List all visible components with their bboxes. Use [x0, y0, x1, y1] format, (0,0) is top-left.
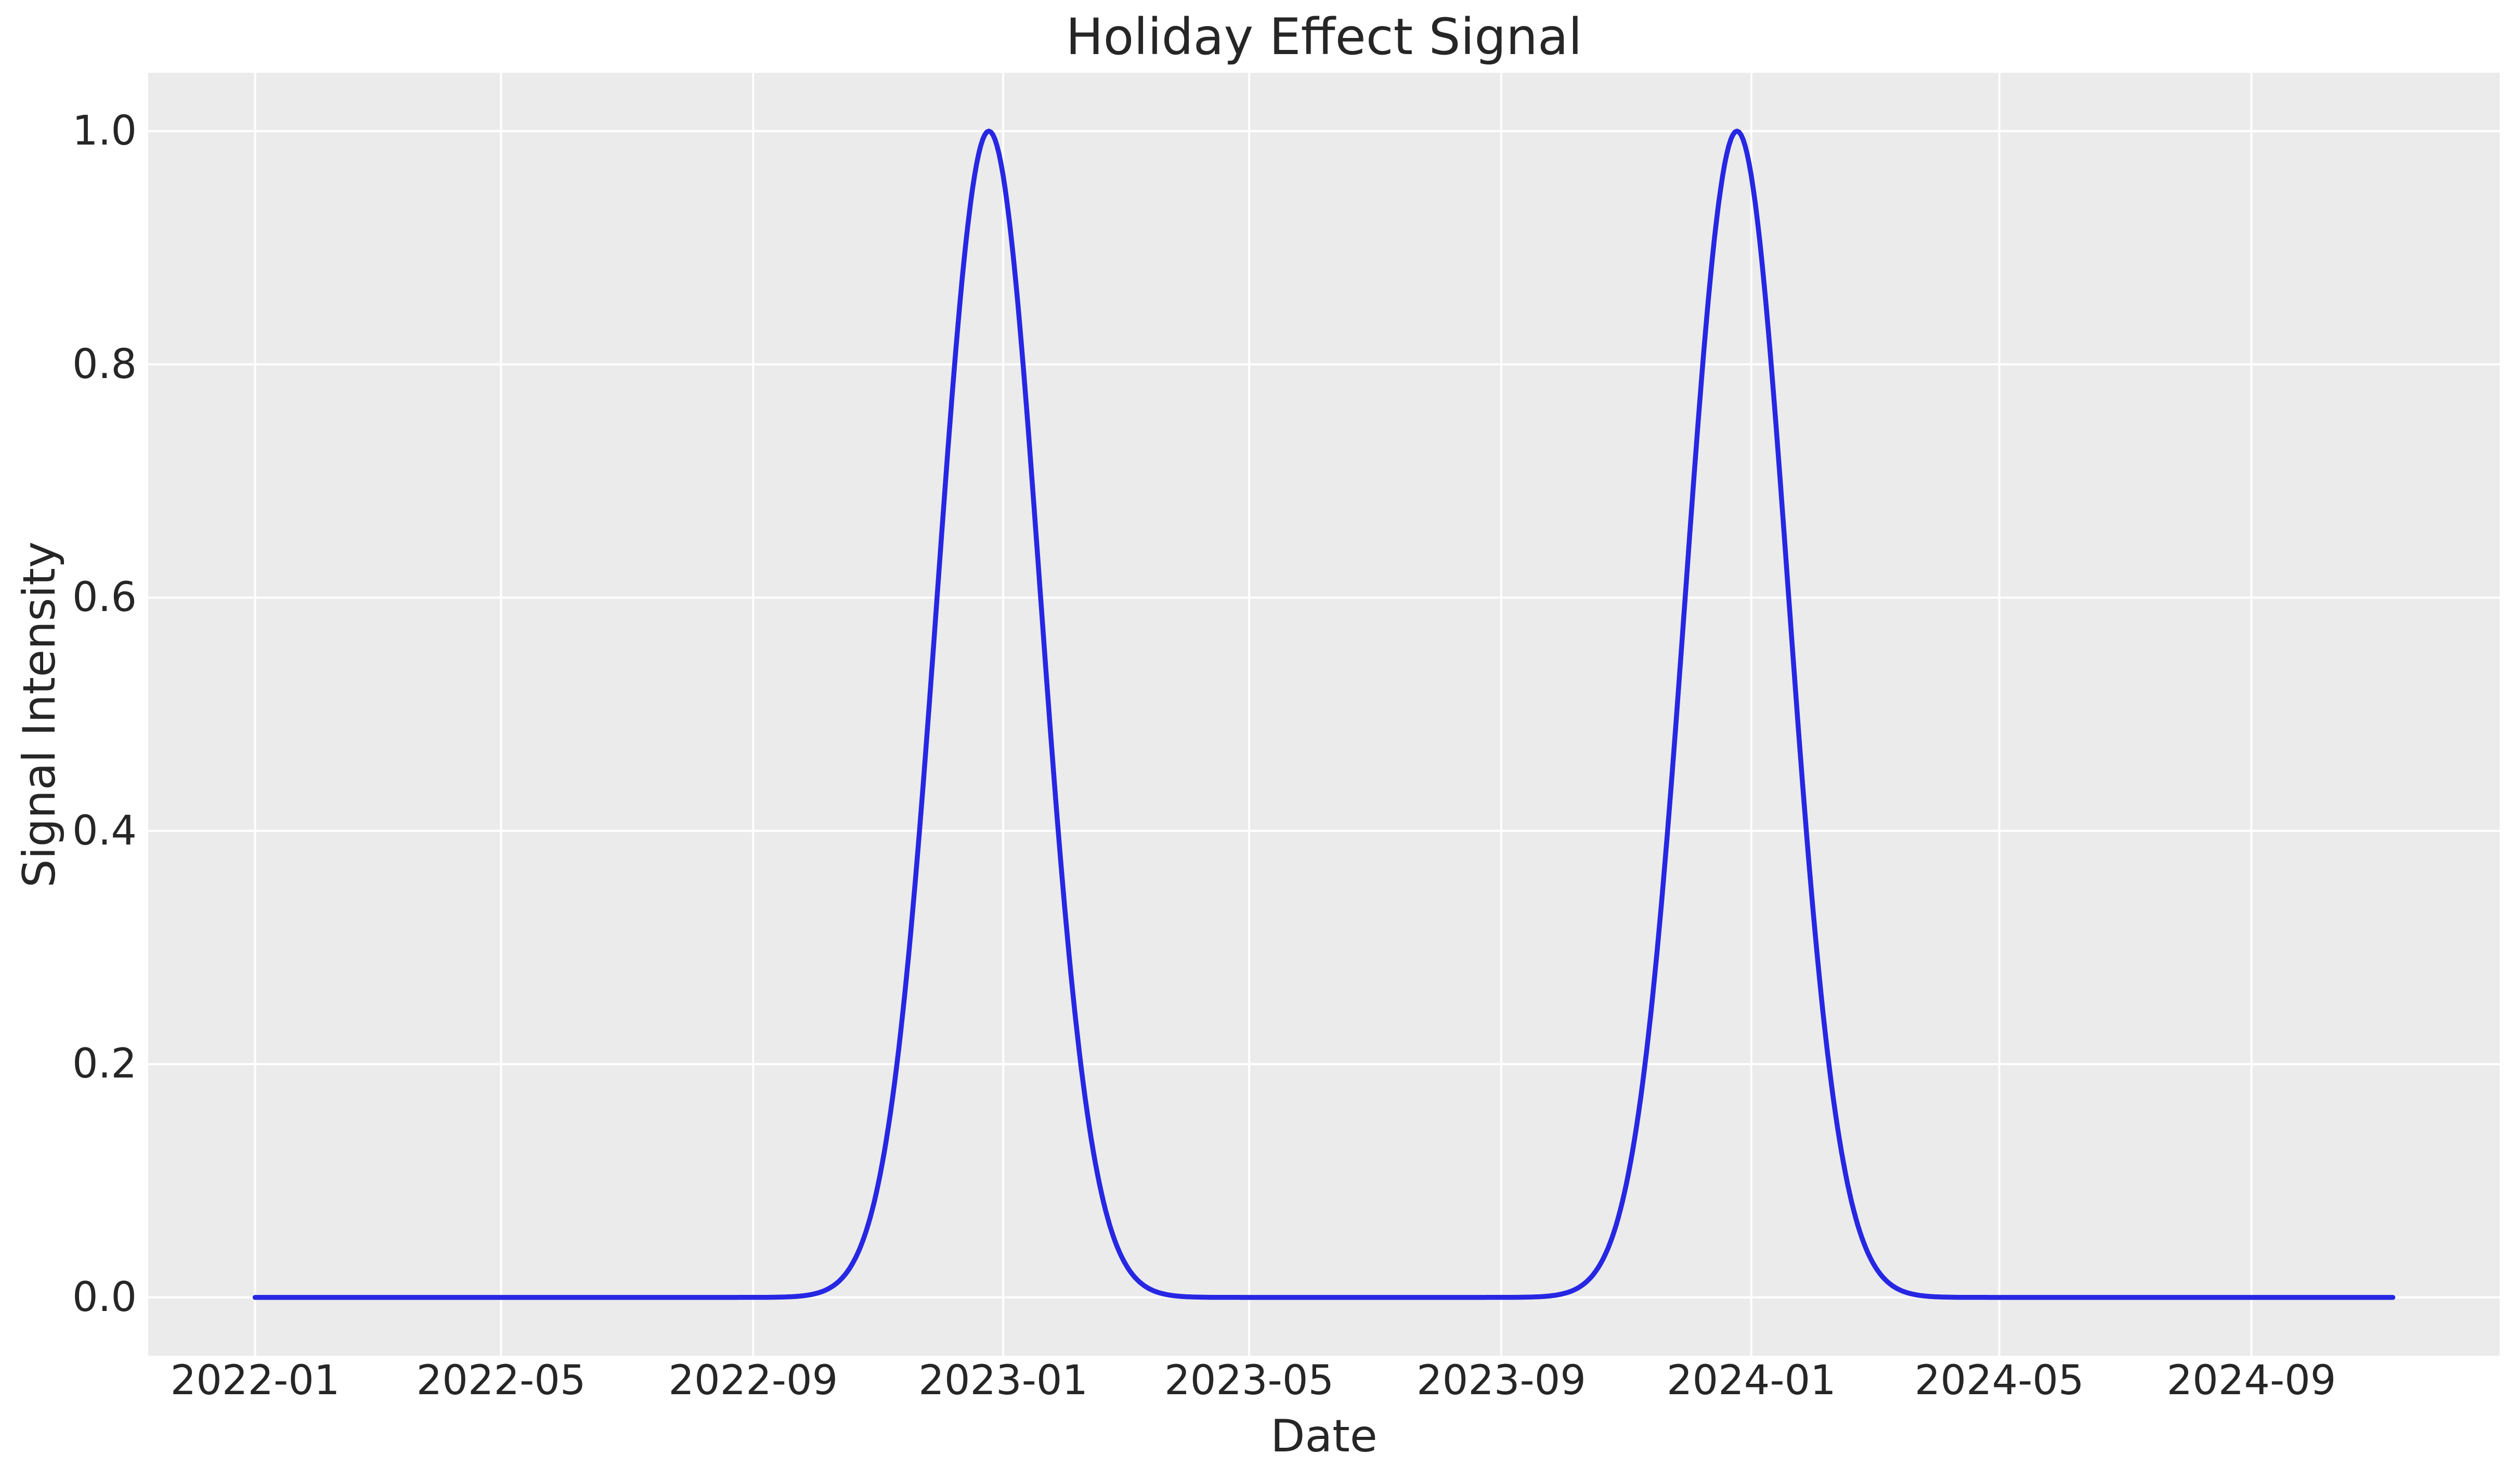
y-tick-label: 0.2: [72, 1041, 137, 1088]
x-tick-label: 2023-01: [918, 1357, 1088, 1404]
x-tick-label: 2022-01: [170, 1357, 340, 1404]
x-tick-label: 2023-09: [1416, 1357, 1586, 1404]
x-axis-label: Date: [1270, 1410, 1378, 1462]
x-tick-label: 2024-01: [1666, 1357, 1836, 1404]
y-tick-label: 0.6: [72, 574, 137, 621]
y-axis-label: Signal Intensity: [14, 541, 66, 888]
chart-title: Holiday Effect Signal: [1066, 8, 1582, 66]
y-tick-label: 1.0: [72, 108, 137, 155]
plot-background: [148, 73, 2500, 1356]
x-tick-label: 2022-09: [668, 1357, 838, 1404]
x-tick-label: 2023-05: [1164, 1357, 1334, 1404]
x-tick-label: 2024-09: [2166, 1357, 2336, 1404]
y-tick-label: 0.8: [72, 341, 137, 388]
y-tick-label: 0.4: [72, 807, 137, 854]
signal-line: [252, 128, 2396, 1300]
y-tick-label: 0.0: [72, 1274, 137, 1321]
x-tick-label: 2022-05: [416, 1357, 586, 1404]
x-tick-label: 2024-05: [1914, 1357, 2084, 1404]
